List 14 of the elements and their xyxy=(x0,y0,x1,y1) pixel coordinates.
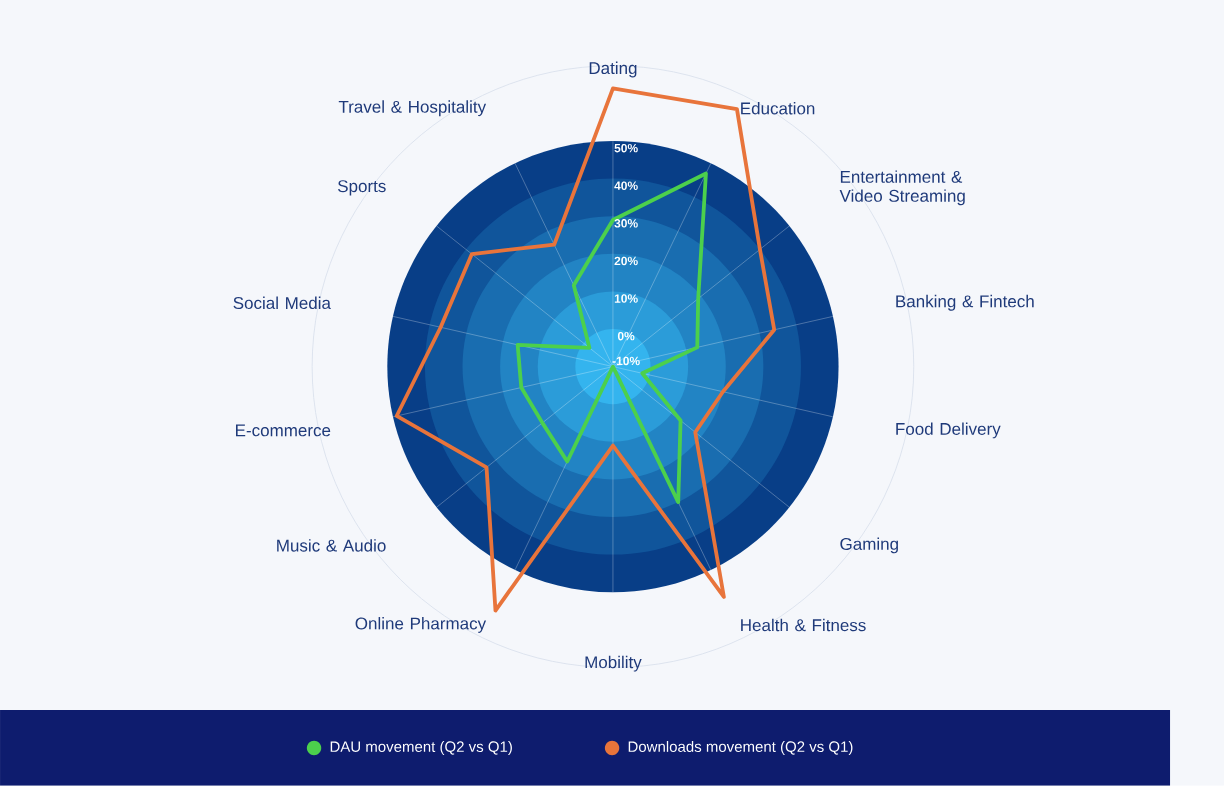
spoke-label: Social Media xyxy=(233,296,331,310)
spoke-label: Gaming xyxy=(840,537,898,554)
spoke-label: Food Delivery xyxy=(896,422,1001,439)
spoke-label: Online Pharmacy xyxy=(355,617,487,633)
spoke-label: Sports xyxy=(338,180,386,196)
spoke-label: Mobility xyxy=(585,655,642,672)
spoke-label: E-commerce xyxy=(236,424,331,437)
spoke-label: Entertainment & Video Streaming xyxy=(839,170,965,206)
spoke-label: Travel & Hospitality xyxy=(338,100,487,117)
spoke-label: Dating xyxy=(589,61,637,78)
spoke-label: Music & Audio xyxy=(277,539,386,552)
spoke-label: Health & Fitness xyxy=(741,618,866,632)
spoke-label: Education xyxy=(741,102,815,115)
spoke-label: Banking & Fintech xyxy=(896,294,1034,311)
